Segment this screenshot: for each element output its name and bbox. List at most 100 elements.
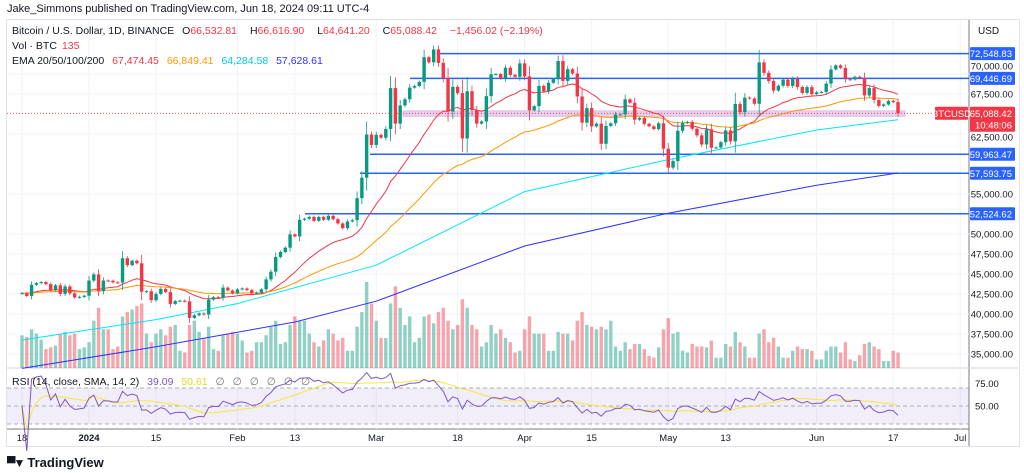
candle-body [139,263,144,292]
open-label: O [182,25,191,37]
ema-legend: EMA 20/50/100/200 67,474.45 66,849.41 64… [12,55,328,67]
rsi-line [21,371,899,452]
volume-bar [235,333,240,368]
candle-body [379,134,383,138]
volume-bar [594,329,599,368]
candle-body [235,289,240,294]
open-value: 66,532.81 [190,25,238,37]
currency-label[interactable]: USD [978,26,1000,37]
volume-bar [455,325,460,368]
volume-bar [867,342,871,368]
volume-bar [374,320,378,368]
volume-bar [221,335,225,368]
candle-body [398,105,402,124]
candle-body [197,313,201,316]
volume-bar [771,337,776,368]
logo-text: TradingView [27,455,104,470]
volume-bar [336,340,340,368]
volume-bar [216,350,220,368]
volume-bar [814,359,819,368]
symbol-title[interactable]: Bitcoin / U.S. Dollar, 1D, BINANCE [12,25,175,37]
volume-bar [819,359,824,368]
volume-bar [508,342,512,368]
volume-bar [848,359,852,368]
volume-bar [240,340,244,368]
price-tick-label: 67,500.00 [971,90,1013,101]
candle-body [96,274,101,292]
volume-bar [149,342,153,368]
volume-bar [259,342,264,368]
candle-body [690,121,694,129]
candle-body [111,280,115,283]
volume-bar [72,333,77,368]
volume-bar [489,325,493,368]
candle-body [556,61,560,80]
candle-body [613,114,618,124]
volume-bar [369,303,374,368]
candle-body [92,274,96,281]
volume-bar [345,350,350,368]
rsi-label[interactable]: RSI (14, close, SMA, 14, 2) [12,376,140,388]
volume-bar [230,331,235,368]
volume-bar [537,333,541,368]
candle-body [656,123,661,130]
time-tick-label: Apr [517,433,532,444]
last-price-tag [970,106,1015,132]
candle-body [647,123,651,127]
candle-body [499,74,503,79]
candle-body [580,96,584,123]
candle-body [685,121,690,123]
volume-bar [843,342,848,368]
symbol-legend: Bitcoin / U.S. Dollar, 1D, BINANCE O66,5… [12,25,548,37]
price-tick-label: 47,500.00 [971,250,1013,261]
volume-bar [144,333,149,368]
chart-frame[interactable] [6,19,1020,447]
volume-bar [604,329,608,368]
volume-bar [484,342,489,368]
rsi-na-3: ∅ [249,376,259,388]
volume-bar [120,316,125,368]
volume-bar [599,326,603,368]
volume-bar [68,335,72,368]
volume-bar [283,342,287,368]
volume-bar [139,303,144,368]
candle-body [666,148,670,168]
candle-body [652,126,656,130]
volume-bar [163,335,168,368]
candle-body [709,129,714,148]
volume-bar [728,346,733,368]
publisher-line: Jake_Simmons published on TradingView.co… [7,3,370,15]
candle-body [317,216,321,221]
volume-bar [53,345,58,368]
volume-bar [250,350,254,368]
tradingview-logo[interactable]: ▀▼ TradingView [7,455,104,470]
volume-bar [278,343,283,368]
ema-label[interactable]: EMA 20/50/100/200 [12,55,105,67]
volume-bar [561,333,565,368]
candle-body [274,256,278,272]
candle-body [795,78,800,88]
candle-body [25,293,29,296]
candle-body [211,297,216,300]
volume-bar [719,357,723,368]
volume-bar [589,326,594,368]
candle-body [767,72,771,82]
candle-body [680,122,685,131]
candle-body [604,125,608,144]
candle-body [106,280,110,282]
candle-body [810,87,814,95]
candle-body [264,279,268,290]
volume-bar [671,333,675,368]
candle-body [441,62,445,78]
ema100-value: 64,284.58 [221,55,269,67]
candle-body [508,67,512,75]
candle-body [862,77,867,96]
candle-body [293,234,297,237]
volume-label[interactable]: Vol · BTC [12,40,57,52]
rsi-value: 39.09 [147,376,174,388]
candle-body [34,283,39,285]
volume-bar [341,337,345,368]
candle-body [695,128,699,136]
time-tick-label: Jun [809,433,824,444]
